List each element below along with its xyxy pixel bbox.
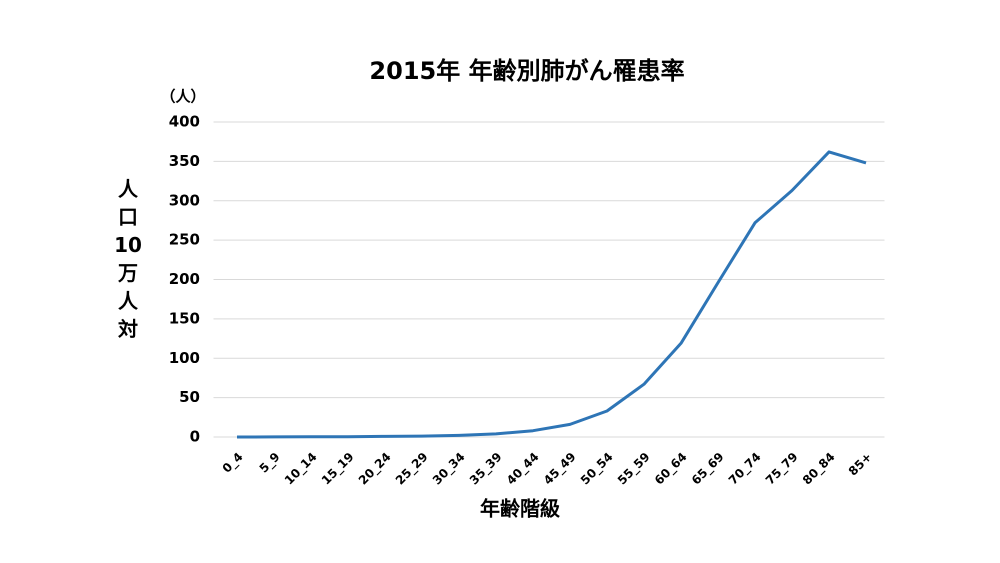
chart-title: 2015年 年齢別肺がん罹患率: [369, 57, 684, 85]
x-axis-label: 年齢階級: [480, 497, 560, 521]
x-tick-label: 85+: [846, 450, 875, 479]
x-tick-label: 10_14: [282, 450, 320, 488]
x-tick-label: 65_69: [689, 450, 727, 488]
y-tick-label: 150: [169, 309, 200, 327]
y-tick-label: 200: [169, 270, 200, 288]
x-tick-label: 50_54: [578, 450, 616, 488]
data-line: [236, 150, 867, 439]
x-tick-label: 20_24: [356, 450, 394, 488]
x-tick-label: 25_29: [393, 450, 431, 488]
y-tick-label: 100: [169, 349, 200, 367]
x-tick-label: 55_59: [615, 450, 653, 488]
x-tick-label: 75_79: [763, 450, 801, 488]
y-tick-label: 400: [169, 113, 200, 131]
y-axis-label: 人口 10 万人対: [114, 177, 142, 341]
x-tick-label: 80_84: [800, 450, 838, 488]
x-tick-label: 35_39: [467, 450, 505, 488]
x-tick-label: 30_34: [430, 450, 468, 488]
y-tick-label: 0: [190, 428, 200, 446]
unit-label: （人）: [160, 88, 205, 106]
x-tick-label: 60_64: [652, 450, 690, 488]
y-tick-label: 50: [179, 388, 200, 406]
y-tick-label: 300: [169, 191, 200, 209]
x-tick-label: 70_74: [726, 450, 764, 488]
y-tick-label: 350: [169, 152, 200, 170]
x-tick-label: 5_9: [257, 450, 284, 477]
y-tick-label: 250: [169, 231, 200, 249]
x-tick-label: 45_49: [541, 450, 579, 488]
x-tick-label: 15_19: [319, 450, 357, 488]
x-tick-label: 40_44: [504, 450, 542, 488]
x-tick-label: 0_4: [220, 450, 247, 477]
